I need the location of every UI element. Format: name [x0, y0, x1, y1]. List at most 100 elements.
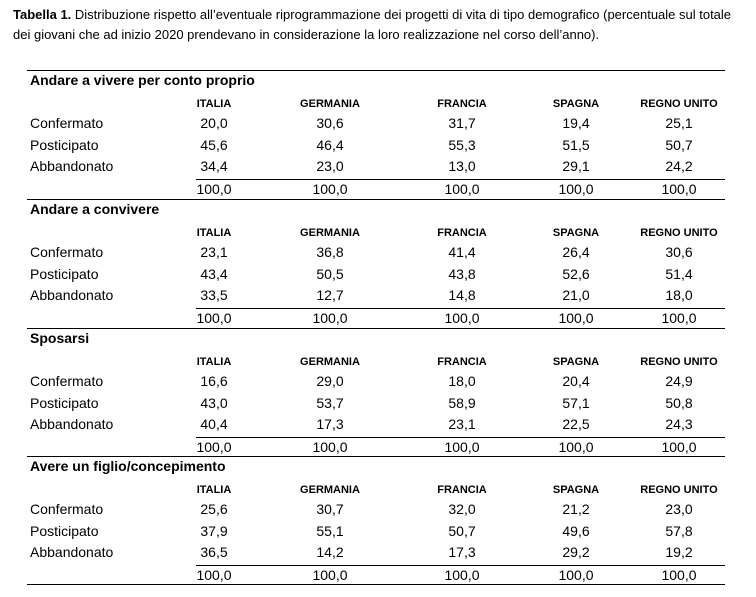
caption-text: Distribuzione rispetto all’eventuale rip… [13, 7, 732, 42]
column-header: SPAGNA [552, 484, 600, 496]
total-cell: 100,0 [444, 567, 480, 583]
table-cell: 50,7 [665, 136, 693, 153]
table-cell: 29,2 [562, 544, 590, 560]
table-cell: 29,0 [316, 373, 344, 389]
table-cell: 34,4 [200, 158, 228, 174]
table-cell: 14,8 [448, 287, 476, 303]
table-cell: 23,0 [316, 158, 344, 174]
column-header: FRANCIA [437, 484, 487, 496]
column-header: SPAGNA [552, 98, 600, 110]
row-label: Posticipato [30, 136, 99, 153]
table-cell: 45,6 [200, 136, 228, 153]
table-cell: 24,3 [665, 416, 693, 432]
total-cell: 100,0 [661, 181, 697, 197]
column-header: ITALIA [196, 484, 232, 496]
column-header: SPAGNA [552, 356, 600, 368]
total-cell: 100,0 [312, 181, 348, 197]
table-cell: 19,2 [665, 544, 693, 560]
row-label: Abbandonato [30, 416, 114, 432]
row-label: Confermato [30, 501, 104, 517]
row-label: Abbandonato [30, 544, 114, 560]
table-cell: 12,7 [316, 287, 344, 303]
table-cell: 36,8 [316, 244, 344, 260]
column-header: REGNO UNITO [640, 98, 718, 110]
total-cell: 100,0 [558, 181, 594, 197]
table-cell: 25,6 [200, 501, 228, 517]
table-cell: 51,4 [665, 265, 693, 282]
table-cell: 29,1 [562, 158, 590, 174]
table-cell: 50,5 [316, 265, 344, 282]
row-label: Confermato [30, 244, 104, 260]
table-cell: 43,8 [448, 265, 476, 282]
table-cell: 53,7 [316, 394, 344, 411]
table-cell: 30,7 [316, 501, 344, 517]
table-cell: 52,6 [562, 265, 590, 282]
table-cell: 18,0 [665, 287, 693, 303]
total-cell: 100,0 [196, 181, 232, 197]
column-header: FRANCIA [437, 227, 487, 239]
column-header: GERMANIA [300, 227, 360, 239]
table-cell: 24,9 [665, 373, 693, 389]
total-cell: 100,0 [558, 567, 594, 583]
table-caption: Tabella 1. Distribuzione rispetto all’ev… [13, 5, 748, 45]
table-cell: 58,9 [448, 394, 476, 411]
table-cell: 26,4 [562, 244, 590, 260]
table-cell: 41,4 [448, 244, 476, 260]
total-cell: 100,0 [661, 310, 697, 326]
row-label: Confermato [30, 115, 104, 131]
total-cell: 100,0 [558, 439, 594, 455]
section-top-rule [27, 70, 725, 71]
total-rule [196, 308, 725, 309]
table-cell: 20,4 [562, 373, 590, 389]
total-cell: 100,0 [444, 439, 480, 455]
section-top-rule [27, 456, 725, 457]
table-cell: 21,0 [562, 287, 590, 303]
table-cell: 17,3 [448, 544, 476, 560]
total-cell: 100,0 [312, 310, 348, 326]
table-cell: 21,2 [562, 501, 590, 517]
section-title: Andare a convivere [30, 201, 160, 217]
section-title: Avere un figlio/concepimento [30, 458, 226, 474]
total-cell: 100,0 [196, 567, 232, 583]
column-header: GERMANIA [300, 98, 360, 110]
row-label: Abbandonato [30, 158, 114, 174]
table-cell: 25,1 [665, 115, 693, 131]
column-header: FRANCIA [437, 356, 487, 368]
column-header: ITALIA [196, 98, 232, 110]
table-cell: 30,6 [665, 244, 693, 260]
table-cell: 30,6 [316, 115, 344, 131]
table-cell: 24,2 [665, 158, 693, 174]
column-header: REGNO UNITO [640, 227, 718, 239]
total-cell: 100,0 [312, 567, 348, 583]
table-cell: 20,0 [200, 115, 228, 131]
table-cell: 23,0 [665, 501, 693, 517]
column-header: GERMANIA [300, 484, 360, 496]
table-cell: 57,8 [665, 522, 693, 539]
row-label: Posticipato [30, 522, 99, 539]
total-rule [196, 179, 725, 180]
table-cell: 18,0 [448, 373, 476, 389]
table-cell: 33,5 [200, 287, 228, 303]
row-label: Posticipato [30, 394, 99, 411]
table-cell: 43,0 [200, 394, 228, 411]
table-cell: 37,9 [200, 522, 228, 539]
column-header: ITALIA [196, 227, 232, 239]
total-cell: 100,0 [558, 310, 594, 326]
column-header: REGNO UNITO [640, 484, 718, 496]
total-cell: 100,0 [444, 310, 480, 326]
total-cell: 100,0 [661, 567, 697, 583]
table-cell: 13,0 [448, 158, 476, 174]
table-cell: 55,1 [316, 522, 344, 539]
table-cell: 55,3 [448, 136, 476, 153]
section-top-rule [27, 199, 725, 200]
table-cell: 16,6 [200, 373, 228, 389]
column-header: FRANCIA [437, 98, 487, 110]
total-cell: 100,0 [196, 439, 232, 455]
section-title: Sposarsi [30, 330, 90, 346]
table-cell: 32,0 [448, 501, 476, 517]
total-cell: 100,0 [444, 181, 480, 197]
table-cell: 46,4 [316, 136, 344, 153]
row-label: Abbandonato [30, 287, 114, 303]
table-cell: 43,4 [200, 265, 228, 282]
table-cell: 36,5 [200, 544, 228, 560]
